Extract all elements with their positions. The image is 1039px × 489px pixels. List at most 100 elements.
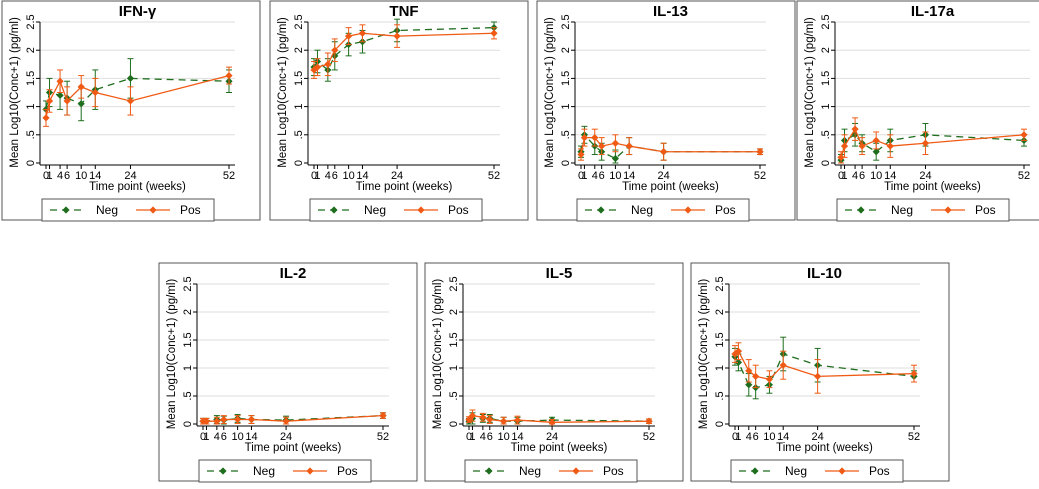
legend-pos-label: Pos bbox=[180, 203, 201, 217]
x-tick-label: 1 bbox=[581, 170, 587, 182]
x-tick-label: 52 bbox=[908, 431, 920, 443]
legend-neg-label: Neg bbox=[891, 203, 913, 217]
legend-neg-marker bbox=[485, 467, 493, 475]
data-point bbox=[734, 347, 743, 355]
data-point bbox=[752, 372, 760, 380]
data-point bbox=[625, 142, 633, 150]
x-tick-label: 14 bbox=[884, 170, 896, 182]
chart-title: IL-10 bbox=[807, 265, 842, 282]
legend-box bbox=[464, 459, 638, 483]
x-tick-label: 10 bbox=[231, 431, 243, 443]
data-point bbox=[393, 32, 401, 40]
y-tick-label: 1 bbox=[25, 104, 37, 110]
data-point bbox=[345, 32, 353, 40]
legend-neg-marker bbox=[857, 206, 865, 214]
legend-neg-marker bbox=[62, 206, 70, 214]
legend-pos-marker bbox=[572, 467, 580, 475]
y-tick-label: 1.5 bbox=[293, 71, 305, 86]
legend-box bbox=[836, 198, 1010, 222]
series-line bbox=[45, 77, 230, 110]
data-point bbox=[500, 417, 508, 425]
chart-title: IL-2 bbox=[280, 265, 307, 282]
data-point bbox=[247, 415, 256, 424]
data-point bbox=[765, 375, 774, 383]
series-pos bbox=[577, 128, 764, 161]
data-point bbox=[837, 153, 845, 161]
y-tick-label: 2 bbox=[714, 309, 726, 315]
x-tick-label: 24 bbox=[811, 431, 823, 443]
data-point bbox=[77, 100, 85, 108]
y-tick-label: 2.5 bbox=[293, 14, 305, 29]
y-tick-label: 0 bbox=[448, 421, 460, 427]
x-tick-label: 4 bbox=[480, 431, 486, 443]
data-point bbox=[660, 148, 668, 156]
series-pos bbox=[837, 117, 1028, 164]
x-tick-label: 1 bbox=[469, 431, 475, 443]
x-tick-label: 24 bbox=[391, 170, 403, 182]
data-point bbox=[858, 142, 866, 150]
y-axis-label: Mean Log10(Conc+1) (pg/ml) bbox=[804, 17, 816, 168]
series-line bbox=[313, 26, 495, 71]
series-pos bbox=[42, 66, 233, 127]
x-tick-label: 6 bbox=[487, 431, 493, 443]
x-tick-label: 0 bbox=[466, 431, 472, 443]
data-point bbox=[324, 60, 332, 68]
legend-neg-marker bbox=[597, 206, 605, 214]
y-tick-label: 0 bbox=[714, 421, 726, 427]
legend-box bbox=[41, 198, 215, 222]
x-tick-label: 6 bbox=[64, 170, 70, 182]
x-tick-label: 52 bbox=[377, 431, 389, 443]
data-point bbox=[872, 136, 880, 145]
x-tick-label: 52 bbox=[643, 431, 655, 443]
y-axis-label: Mean Log10(Conc+1) (pg/ml) bbox=[9, 17, 21, 168]
y-tick-label: .5 bbox=[714, 391, 726, 400]
series-neg bbox=[465, 412, 653, 425]
legend-pos-marker bbox=[306, 467, 314, 475]
data-point bbox=[234, 415, 242, 424]
y-tick-label: 0 bbox=[182, 421, 194, 427]
y-tick-label: 1.5 bbox=[714, 332, 726, 347]
data-point bbox=[756, 148, 764, 156]
data-point bbox=[580, 134, 589, 142]
x-tick-label: 1 bbox=[314, 170, 320, 182]
data-point bbox=[358, 29, 367, 37]
x-tick-label: 10 bbox=[75, 170, 87, 182]
data-point bbox=[91, 88, 99, 97]
y-tick-label: 1.5 bbox=[25, 71, 37, 86]
series-pos bbox=[465, 409, 653, 426]
x-tick-label: 4 bbox=[57, 170, 63, 182]
y-axis-label: Mean Log10(Conc+1) (pg/ml) bbox=[277, 17, 289, 168]
x-tick-label: 4 bbox=[325, 170, 331, 182]
x-tick-label: 14 bbox=[89, 170, 101, 182]
legend-neg-label: Neg bbox=[785, 464, 807, 478]
y-tick-label: 1.5 bbox=[560, 71, 572, 86]
y-tick-label: 1 bbox=[448, 365, 460, 371]
data-point bbox=[840, 142, 849, 150]
legend-box bbox=[198, 459, 372, 483]
x-tick-label: 0 bbox=[311, 170, 317, 182]
data-point bbox=[126, 97, 135, 105]
y-tick-label: 0 bbox=[293, 160, 305, 166]
series-neg bbox=[837, 123, 1028, 164]
data-point bbox=[886, 142, 894, 150]
series-pos bbox=[199, 412, 387, 425]
x-tick-label: 1 bbox=[46, 170, 52, 182]
x-tick-label: 1 bbox=[735, 431, 741, 443]
x-axis-label: Time point (weeks) bbox=[776, 442, 873, 454]
x-tick-label: 0 bbox=[43, 170, 49, 182]
x-tick-label: 6 bbox=[753, 431, 759, 443]
data-point bbox=[577, 150, 585, 159]
x-tick-label: 6 bbox=[859, 170, 865, 182]
x-tick-label: 6 bbox=[221, 431, 227, 443]
legend-neg-label: Neg bbox=[631, 203, 653, 217]
legend-pos-label: Pos bbox=[448, 203, 469, 217]
x-tick-label: 14 bbox=[623, 170, 635, 182]
series-line bbox=[734, 350, 915, 380]
data-point bbox=[42, 114, 50, 122]
y-tick-label: 0 bbox=[820, 160, 832, 166]
x-tick-label: 6 bbox=[332, 170, 338, 182]
y-tick-label: 2.5 bbox=[714, 276, 726, 291]
x-tick-label: 14 bbox=[511, 431, 523, 443]
